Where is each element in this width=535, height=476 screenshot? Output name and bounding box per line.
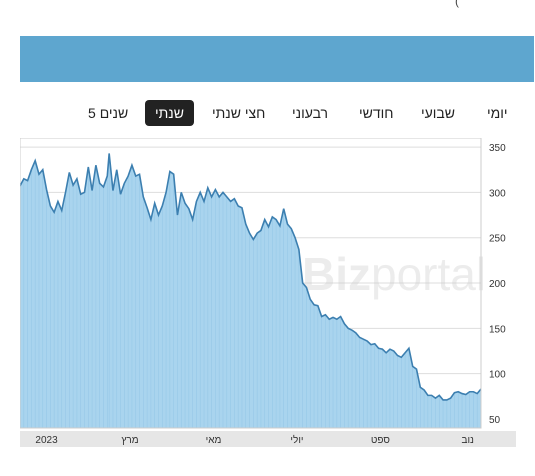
- tab-yearly[interactable]: שנתי: [145, 100, 194, 126]
- y-tick-label: 300: [489, 188, 506, 199]
- header-banner: [20, 36, 534, 82]
- area-series: [20, 153, 481, 428]
- top-hint-text: (: [455, 0, 459, 8]
- y-tick-label: 100: [489, 370, 506, 381]
- area-fill: [20, 153, 481, 428]
- plot-frame: [19, 137, 482, 429]
- x-axis-bar: [20, 431, 516, 447]
- y-tick-label: 50: [489, 415, 501, 426]
- tab-monthly[interactable]: חודשי: [359, 105, 394, 121]
- y-tick-label: 250: [489, 234, 506, 245]
- x-axis-labels: 2023 מרץ מאי יולי ספט נוב: [35, 434, 474, 446]
- y-tick-label: 350: [489, 143, 506, 154]
- x-tick-label: נוב: [461, 435, 474, 446]
- y-axis-labels: 50 100 150 200 250 300 350: [489, 143, 506, 426]
- tab-daily[interactable]: יומי: [487, 105, 508, 121]
- x-tick-label: מרץ: [121, 435, 138, 446]
- y-tick-label: 150: [489, 324, 506, 335]
- chart-svg: BizportalBizportal 2023מרץמאייוליספטנוב …: [19, 137, 516, 447]
- tab-five-years[interactable]: 5 שנים: [88, 105, 129, 121]
- tab-quarterly[interactable]: רבעוני: [292, 105, 329, 121]
- tab-half-yearly[interactable]: חצי שנתי: [212, 105, 266, 121]
- x-tick-label: מאי: [206, 435, 222, 446]
- price-line: [20, 153, 481, 401]
- watermark-text: Bizportal: [302, 248, 486, 300]
- x-tick-label: ספט: [371, 435, 391, 446]
- period-tabs: יומי שבועי חודשי רבעוני חצי שנתי שנתי 5 …: [0, 100, 535, 126]
- price-chart: BizportalBizportal 2023מרץמאייוליספטנוב …: [19, 137, 516, 453]
- x-tick-label: יולי: [290, 434, 303, 446]
- y-tick-label: 200: [489, 279, 506, 290]
- x-tick-label: 2023: [35, 435, 58, 446]
- tab-weekly[interactable]: שבועי: [421, 105, 456, 121]
